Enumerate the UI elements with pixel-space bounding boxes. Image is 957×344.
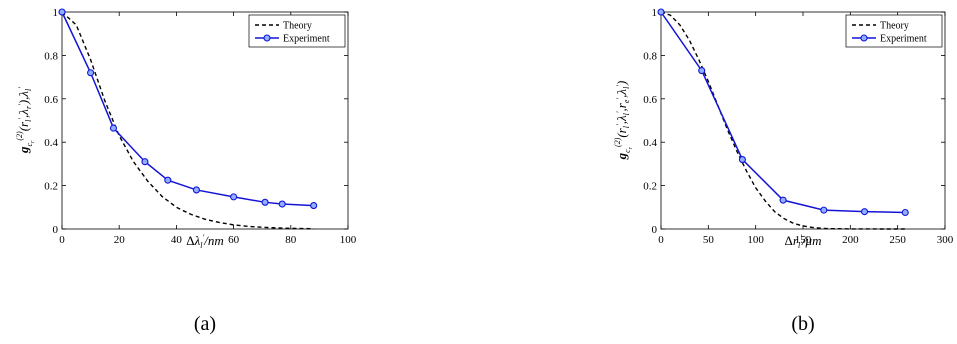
x-tick-label: 250 [889, 234, 906, 246]
y-tick-label: 0 [53, 224, 59, 236]
experiment-line [58, 8, 318, 210]
y-axis-ticks: 0 0.2 0.4 0.6 0.8 1 [44, 7, 348, 236]
panel-a: 0 20 40 60 80 100 0 0.2 0.4 0.6 0.8 1 Theory Experi… [15, 7, 357, 335]
y-tick-label: 0.4 [44, 137, 58, 149]
x-tick-label: 300 [937, 234, 954, 246]
panel-label-b: (b) [791, 313, 814, 335]
experiment-point [901, 208, 909, 217]
legend: Theory Experiment [248, 14, 346, 48]
y-axis-ticks: 0 0.2 0.4 0.6 0.8 1 [643, 7, 945, 236]
experiment-series-line [61, 11, 314, 207]
experiment-point [698, 67, 706, 75]
experiment-point [278, 200, 286, 208]
x-tick-label: 150 [795, 234, 812, 246]
x-axis-label: Δλl′/nm [186, 233, 224, 250]
theory-series-line [61, 11, 314, 230]
experiment-point [779, 196, 787, 204]
x-tick-label: 100 [747, 234, 764, 246]
y-tick-label: 0.4 [643, 137, 657, 149]
y-axis-label: gcr(2)(rl′,λl′,re′,λl′) [613, 81, 634, 161]
x-axis-label: Δrl′/μm [785, 233, 822, 250]
panel-b: 0 50 100 150 200 250 300 0 0.2 0.4 0.6 0.8 1 Theory… [613, 7, 954, 335]
legend-box [248, 14, 346, 48]
x-tick-label: 20 [114, 234, 126, 246]
experiment-point [310, 202, 318, 210]
experiment-point [109, 124, 118, 132]
legend-experiment-label: Experiment [880, 34, 927, 45]
experiment-point [141, 158, 149, 166]
experiment-point [58, 8, 66, 16]
theory-series-line [660, 11, 906, 230]
y-tick-label: 0.8 [643, 50, 657, 62]
legend-experiment-marker [263, 34, 271, 42]
experiment-point [860, 208, 869, 216]
x-tick-label: 0 [658, 234, 664, 246]
y-tick-label: 1 [652, 7, 658, 19]
x-tick-label: 50 [703, 234, 715, 246]
experiment-point [164, 176, 172, 184]
y-tick-label: 0.6 [643, 94, 657, 106]
legend-experiment-label: Experiment [283, 34, 330, 45]
theory-line [660, 11, 906, 230]
y-axis-label: gcr(2)(rl′,λr′),λl′ [15, 87, 36, 154]
y-tick-label: 0 [652, 224, 658, 236]
x-tick-label: 40 [171, 234, 183, 246]
y-tick-label: 0.6 [44, 94, 58, 106]
y-tick-label: 1 [53, 7, 59, 19]
experiment-point [261, 198, 269, 206]
x-tick-label: 100 [340, 234, 357, 246]
experiment-point [657, 8, 665, 16]
panel-label-a: (a) [194, 313, 216, 335]
legend-theory-label: Theory [880, 21, 909, 32]
experiment-point [230, 193, 238, 201]
x-tick-label: 80 [285, 234, 297, 246]
experiment-line [657, 8, 909, 217]
experiment-point [192, 186, 200, 194]
legend-experiment-marker [860, 34, 868, 42]
x-tick-label: 0 [59, 234, 65, 246]
theory-line [61, 11, 314, 230]
plot-frame [61, 11, 349, 230]
x-axis-ticks: 0 50 100 150 200 250 300 [658, 12, 954, 246]
y-tick-label: 0.2 [44, 181, 58, 193]
y-tick-label: 0.2 [643, 181, 657, 193]
legend-box [845, 14, 943, 48]
experiment-point [87, 69, 95, 77]
y-tick-label: 0.8 [44, 50, 58, 62]
experiment-point [738, 156, 746, 164]
x-tick-label: 60 [228, 234, 240, 246]
legend: Theory Experiment [845, 14, 943, 48]
x-tick-label: 200 [842, 234, 859, 246]
experiment-point [820, 206, 828, 214]
legend-theory-label: Theory [283, 21, 312, 32]
